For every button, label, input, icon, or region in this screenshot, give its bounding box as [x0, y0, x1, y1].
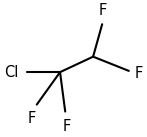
Text: Cl: Cl — [4, 65, 18, 80]
Text: F: F — [135, 66, 143, 81]
Text: F: F — [63, 119, 71, 133]
Text: F: F — [27, 111, 35, 126]
Text: F: F — [99, 3, 107, 18]
